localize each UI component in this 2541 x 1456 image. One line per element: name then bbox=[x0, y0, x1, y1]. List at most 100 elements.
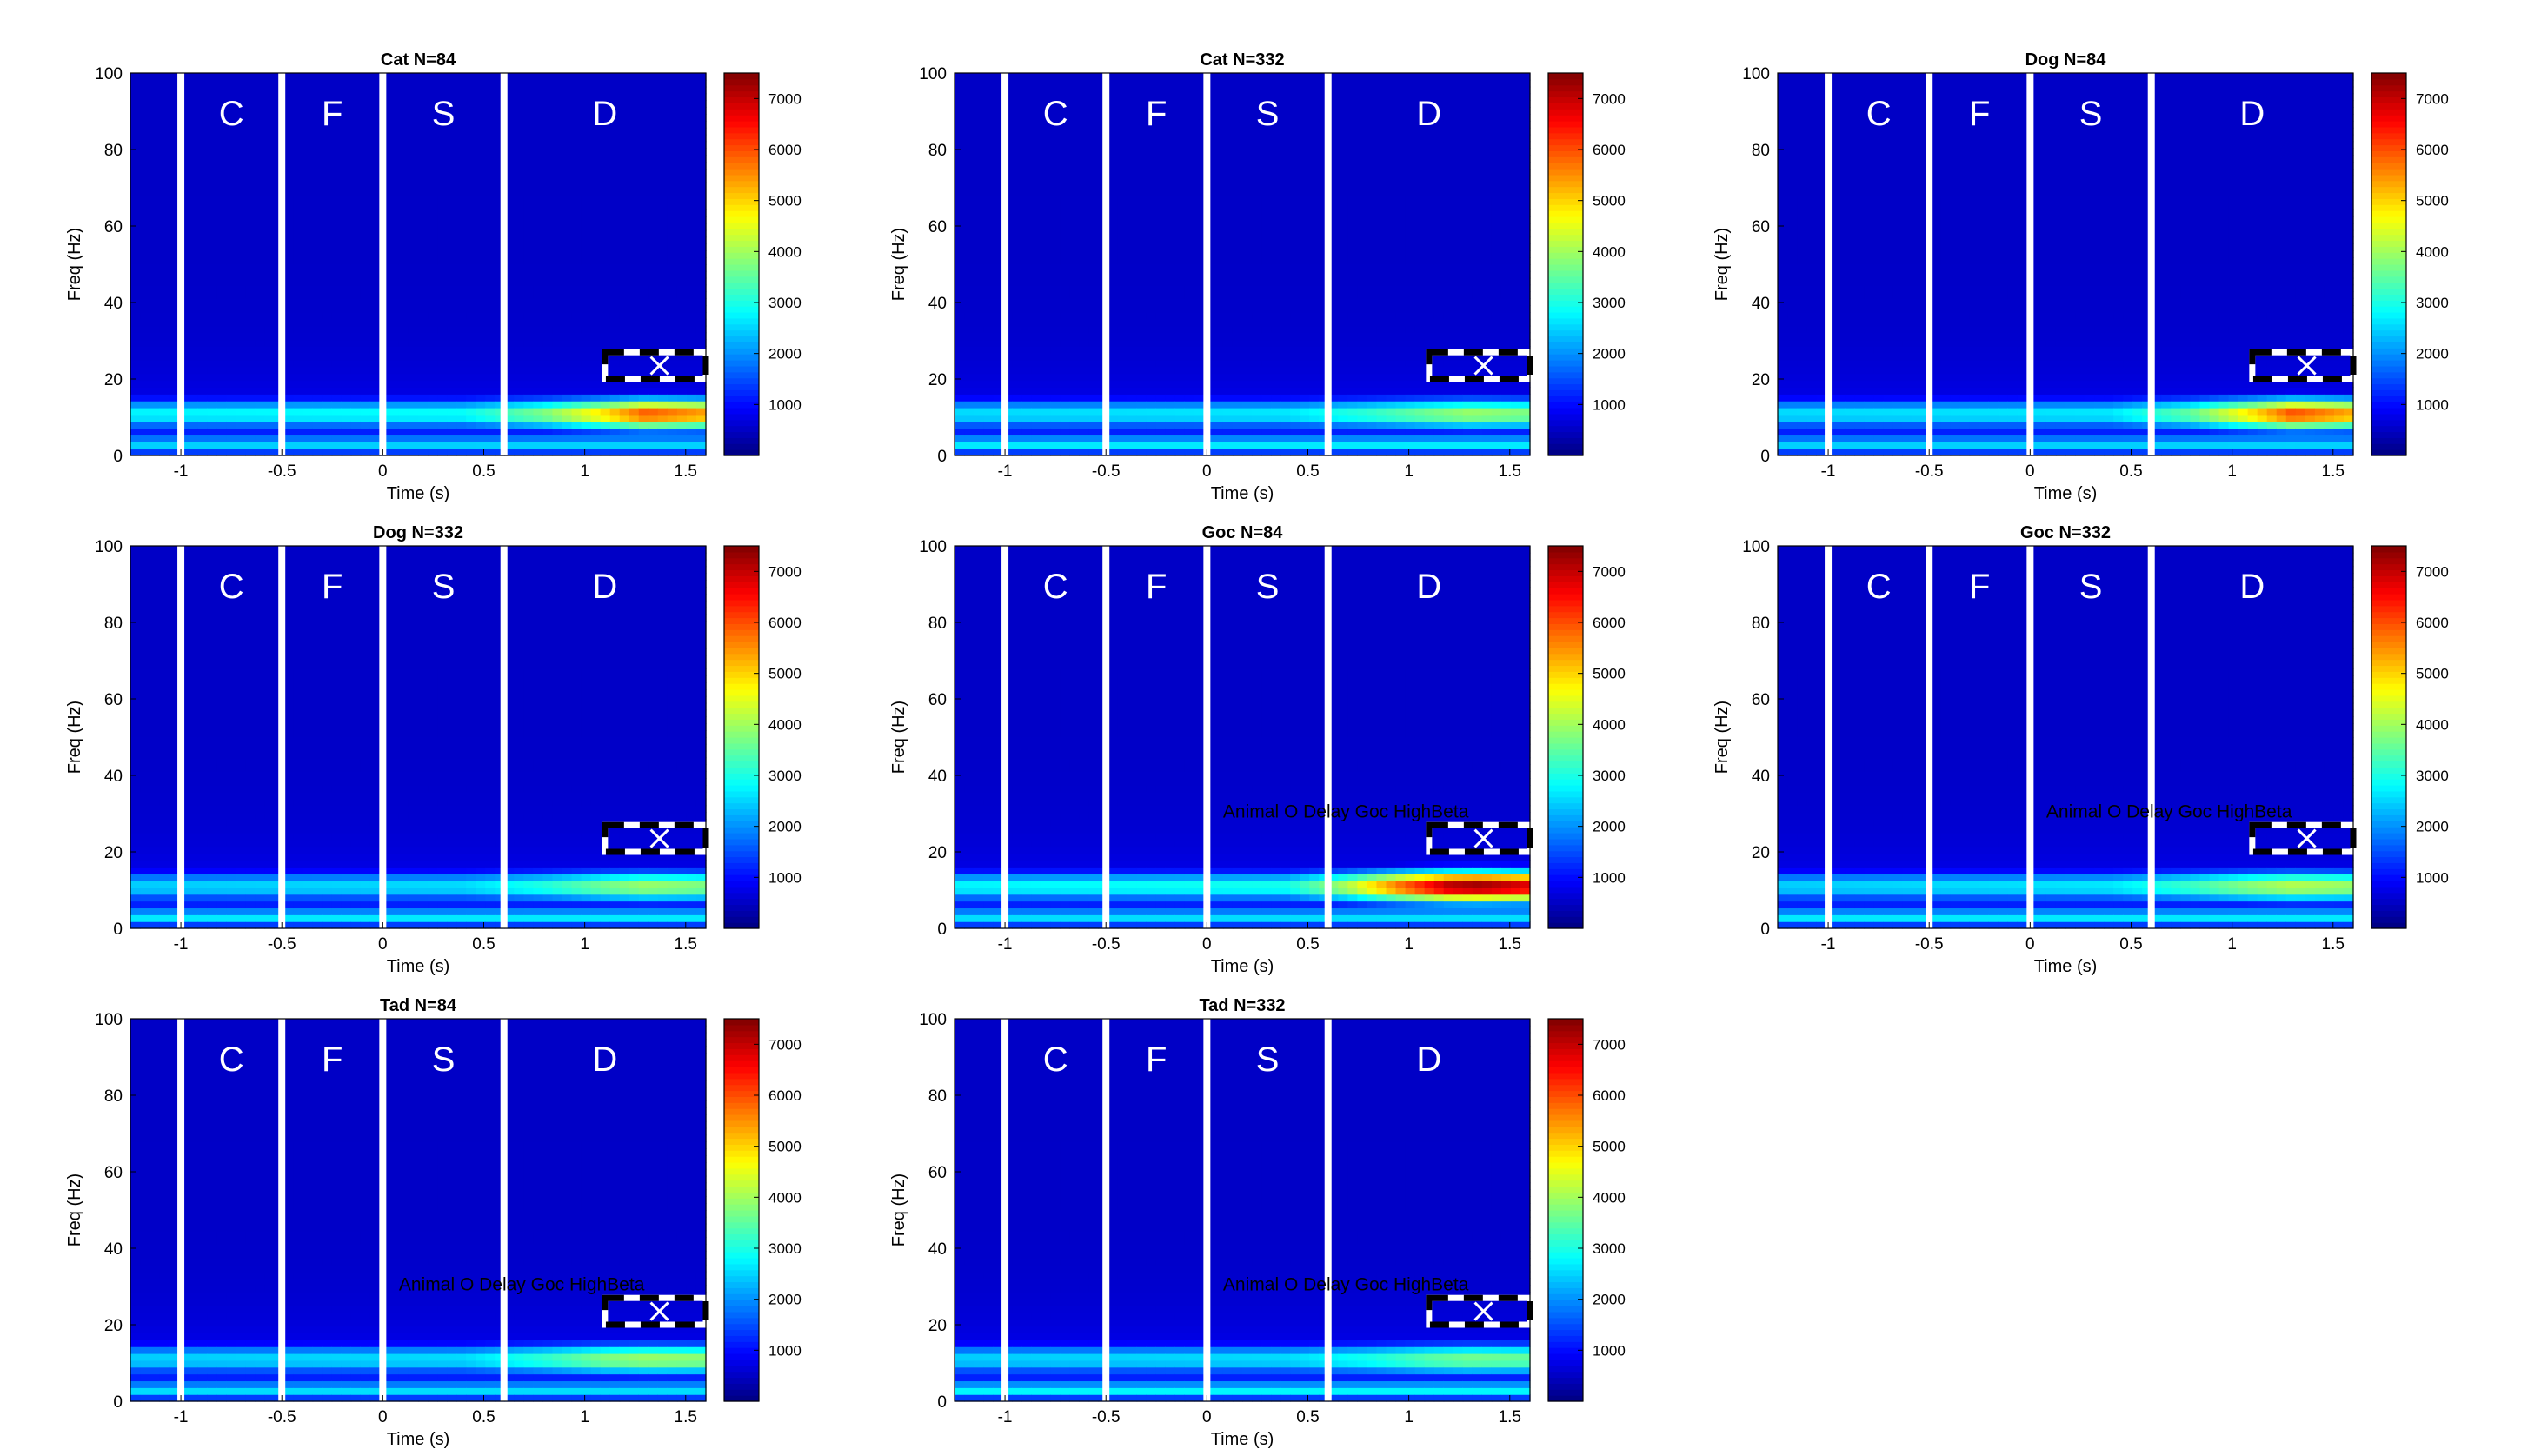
heatmap-cell bbox=[188, 339, 198, 346]
heatmap-cell bbox=[323, 230, 333, 237]
heatmap-cell bbox=[1156, 87, 1167, 94]
heatmap-cell bbox=[456, 128, 467, 135]
heatmap-cell bbox=[476, 278, 486, 285]
heatmap-cell bbox=[514, 183, 524, 189]
heatmap-cell bbox=[1050, 189, 1061, 196]
heatmap-cell bbox=[1185, 333, 1195, 340]
heatmap-cell bbox=[629, 183, 640, 189]
heatmap-cell bbox=[601, 271, 611, 278]
heatmap-cell bbox=[523, 401, 534, 408]
heatmap-cell bbox=[303, 422, 314, 429]
heatmap-cell bbox=[1108, 183, 1119, 189]
heatmap-cell bbox=[169, 449, 179, 455]
heatmap-cell bbox=[1108, 346, 1119, 353]
heatmap-cell bbox=[1147, 189, 1157, 196]
heatmap-cell bbox=[207, 305, 217, 312]
heatmap-cell bbox=[428, 209, 438, 216]
heatmap-cell bbox=[639, 422, 649, 429]
heatmap-cell bbox=[1156, 339, 1167, 346]
heatmap-cell bbox=[361, 209, 371, 216]
heatmap-cell bbox=[226, 312, 236, 319]
heatmap-cell bbox=[140, 278, 150, 285]
heatmap-cell bbox=[323, 196, 333, 203]
heatmap-cell bbox=[523, 429, 534, 435]
heatmap-cell bbox=[974, 183, 984, 189]
heatmap-cell bbox=[1079, 243, 1089, 250]
heatmap-cell bbox=[533, 155, 543, 162]
heatmap-cell bbox=[601, 209, 611, 216]
heatmap-cell bbox=[313, 312, 323, 319]
heatmap-cell bbox=[542, 394, 553, 401]
heatmap-cell bbox=[140, 367, 150, 374]
heatmap-cell bbox=[313, 326, 323, 333]
heatmap-cell bbox=[188, 381, 198, 388]
heatmap-cell bbox=[993, 278, 1003, 285]
heatmap-cell bbox=[562, 333, 573, 340]
heatmap-cell bbox=[964, 422, 974, 429]
heatmap-cell bbox=[370, 278, 381, 285]
heatmap-cell bbox=[1069, 203, 1080, 209]
heatmap-cell bbox=[1156, 264, 1167, 271]
heatmap-cell bbox=[1156, 435, 1167, 442]
heatmap-cell bbox=[1021, 169, 1032, 176]
heatmap-cell bbox=[437, 257, 448, 264]
heatmap-cell bbox=[1137, 203, 1147, 209]
heatmap-cell bbox=[1194, 353, 1205, 360]
heatmap-cell bbox=[140, 326, 150, 333]
heatmap-cell bbox=[418, 442, 429, 449]
heatmap-cell bbox=[1175, 100, 1186, 107]
heatmap-cell bbox=[370, 107, 381, 114]
heatmap-cell bbox=[1088, 128, 1099, 135]
heatmap-cell bbox=[1185, 408, 1195, 415]
heatmap-cell bbox=[658, 121, 669, 128]
heatmap-cell bbox=[303, 339, 314, 346]
heatmap-cell bbox=[140, 94, 150, 101]
heatmap-cell bbox=[428, 257, 438, 264]
heatmap-cell bbox=[572, 257, 582, 264]
heatmap-cell bbox=[1031, 169, 1041, 176]
heatmap-cell bbox=[437, 353, 448, 360]
heatmap-cell bbox=[361, 381, 371, 388]
heatmap-cell bbox=[668, 285, 678, 292]
heatmap-cell bbox=[1156, 169, 1167, 176]
heatmap-cell bbox=[974, 367, 984, 374]
heatmap-cell bbox=[601, 278, 611, 285]
heatmap-cell bbox=[1069, 346, 1080, 353]
heatmap-cell bbox=[562, 142, 573, 149]
heatmap-cell bbox=[1079, 209, 1089, 216]
heatmap-cell bbox=[533, 237, 543, 244]
heatmap-cell bbox=[159, 312, 170, 319]
heatmap-cell bbox=[1012, 230, 1022, 237]
heatmap-cell bbox=[993, 285, 1003, 292]
heatmap-cell bbox=[582, 415, 592, 422]
heatmap-cell bbox=[1185, 203, 1195, 209]
heatmap-cell bbox=[370, 155, 381, 162]
heatmap-cell bbox=[284, 128, 295, 135]
heatmap-cell bbox=[303, 209, 314, 216]
heatmap-cell bbox=[533, 243, 543, 250]
heatmap-cell bbox=[437, 415, 448, 422]
heatmap-cell bbox=[523, 387, 534, 394]
heatmap-cell bbox=[591, 319, 602, 326]
heatmap-cell bbox=[332, 148, 343, 155]
heatmap-cell bbox=[1156, 408, 1167, 415]
heatmap-cell bbox=[245, 298, 256, 305]
heatmap-cell bbox=[562, 196, 573, 203]
heatmap-cell bbox=[303, 333, 314, 340]
heatmap-cell bbox=[1175, 319, 1186, 326]
heatmap-cell bbox=[591, 223, 602, 230]
heatmap-cell bbox=[523, 176, 534, 183]
heatmap-cell bbox=[629, 148, 640, 155]
heatmap-cell bbox=[562, 107, 573, 114]
heatmap-cell bbox=[456, 189, 467, 196]
heatmap-cell bbox=[323, 381, 333, 388]
heatmap-cell bbox=[303, 80, 314, 87]
heatmap-cell bbox=[485, 435, 496, 442]
heatmap-cell bbox=[437, 223, 448, 230]
heatmap-cell bbox=[476, 121, 486, 128]
heatmap-cell bbox=[1147, 429, 1157, 435]
heatmap-cell bbox=[562, 312, 573, 319]
heatmap-cell bbox=[140, 148, 150, 155]
heatmap-cell bbox=[668, 196, 678, 203]
heatmap-cell bbox=[964, 353, 974, 360]
